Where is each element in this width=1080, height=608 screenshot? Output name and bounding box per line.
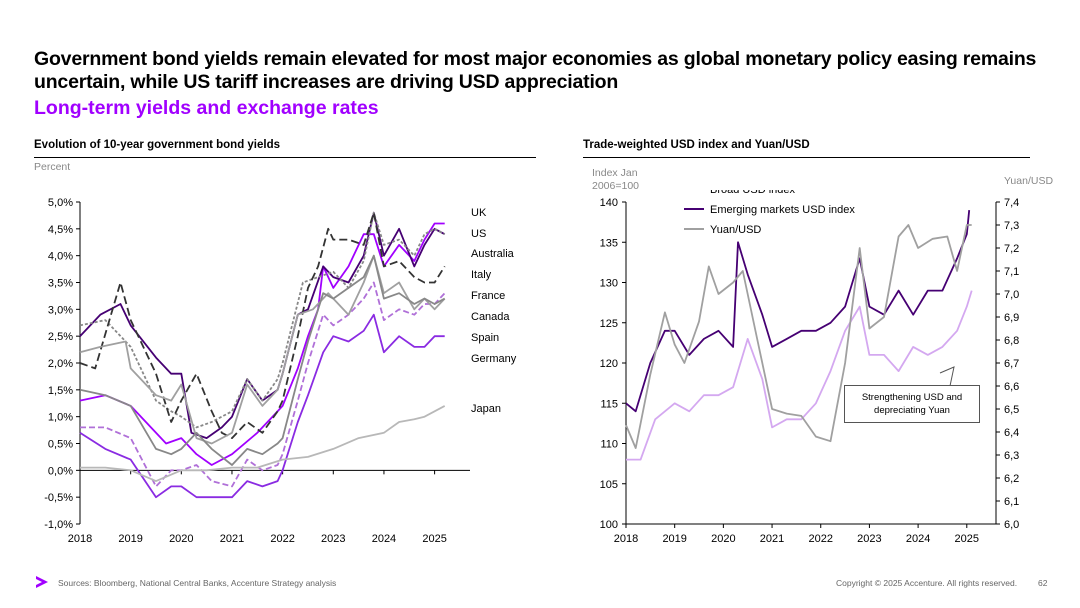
series-label-uk: UK — [471, 207, 487, 219]
legend-label: Emerging markets USD index — [710, 204, 855, 216]
right-y-tick-label: 7,3 — [1004, 220, 1019, 232]
page-subtitle: Long-term yields and exchange rates — [34, 97, 379, 119]
x-tick-label: 2025 — [955, 533, 979, 545]
series-label-australia: Australia — [471, 248, 515, 260]
right-left-y-unit: Index Jan 2006=100 — [592, 167, 640, 192]
right-y-tick-label: 6,8 — [1004, 335, 1019, 347]
right-y-tick-label: 7,0 — [1004, 289, 1019, 301]
right-y-tick-label: 6,9 — [1004, 312, 1019, 324]
series-label-us: US — [471, 228, 486, 240]
y-tick-label: 3,5% — [48, 278, 73, 290]
series-line-germany — [79, 313, 445, 499]
footer-copyright: Copyright © 2025 Accenture. All rights r… — [836, 578, 1018, 588]
left-y-unit: Percent — [34, 161, 71, 173]
bond-yields-chart: 5,0% 4,5% 4,0% 3,5% 3,0% 2,5% 2,0% 1,5% 1,0% 0,5%… — [44, 197, 517, 545]
left-y-tick-label: 105 — [600, 479, 618, 491]
x-tick-label: 2023 — [321, 533, 345, 545]
x-tick-label: 2024 — [372, 533, 396, 545]
accenture-logo-icon — [36, 576, 48, 588]
series-label-germany: Germany — [471, 353, 517, 365]
series-label-france: France — [471, 290, 505, 302]
legend-label: Yuan/USD — [710, 224, 761, 236]
right-y-tick-label: 6,1 — [1004, 496, 1019, 508]
series-label-italy: Italy — [471, 269, 492, 281]
x-tick-label: 2024 — [906, 533, 930, 545]
chart-annotation: Strengthening USD and depreciating Yuan — [844, 385, 980, 423]
annotation-leader-line — [939, 366, 955, 387]
left-y-tick-label: 120 — [600, 358, 618, 370]
y-tick-label: -1,0% — [44, 519, 73, 531]
series-line-uk — [79, 222, 445, 466]
y-tick-label: 4,5% — [48, 224, 73, 236]
x-tick-label: 2022 — [270, 533, 294, 545]
series-line-australia — [79, 211, 446, 429]
x-tick-label: 2020 — [711, 533, 735, 545]
right-y-tick-label: 6,3 — [1004, 450, 1019, 462]
y-tick-label: 1,0% — [48, 412, 73, 424]
series-label-japan: Japan — [471, 403, 501, 415]
series-line-japan — [80, 405, 446, 483]
x-tick-label: 2019 — [118, 533, 142, 545]
series-line-emerging-markets-usd-index — [625, 210, 971, 413]
y-tick-label: 3,0% — [48, 304, 73, 316]
right-chart-title: Trade-weighted USD index and Yuan/USD — [583, 139, 810, 151]
x-tick-label: 2019 — [662, 533, 686, 545]
x-tick-label: 2025 — [422, 533, 446, 545]
right-y-tick-label: 6,2 — [1004, 473, 1019, 485]
left-y-tick-label: 135 — [600, 237, 618, 249]
right-y-tick-label: 7,4 — [1004, 197, 1019, 209]
series-line-yuan-usd — [625, 224, 972, 450]
x-tick-label: 2021 — [220, 533, 244, 545]
right-y-tick-label: 7,2 — [1004, 243, 1019, 255]
footer-sources: Sources: Bloomberg, National Central Ban… — [58, 578, 337, 588]
left-chart-title: Evolution of 10-year government bond yie… — [34, 139, 281, 151]
left-y-tick-label: 125 — [600, 318, 618, 330]
y-tick-label: 0,0% — [48, 465, 73, 477]
y-tick-label: 5,0% — [48, 197, 73, 209]
y-tick-label: 4,0% — [48, 251, 73, 263]
x-tick-label: 2023 — [857, 533, 881, 545]
right-y-tick-label: 7,1 — [1004, 266, 1019, 278]
left-title-rule — [34, 157, 536, 158]
x-tick-label: 2018 — [68, 533, 92, 545]
series-label-canada: Canada — [471, 311, 510, 323]
series-line-italy — [79, 211, 446, 440]
left-y-tick-label: 130 — [600, 278, 618, 290]
y-tick-label: 2,5% — [48, 331, 73, 343]
left-y-tick-label: 110 — [600, 439, 618, 451]
footer-page-number: 62 — [1038, 578, 1048, 588]
y-tick-label: 1,5% — [48, 385, 73, 397]
right-y-tick-label: 6,4 — [1004, 427, 1019, 439]
y-tick-label: 0,5% — [48, 439, 73, 451]
x-tick-label: 2020 — [169, 533, 193, 545]
left-y-tick-label: 100 — [600, 519, 618, 531]
usd-index-chart: 140 135 130 125 120 115 110 105 100 7,4 7,3 7,2 7,1 7… — [600, 190, 1020, 545]
right-y-tick-label: 6,5 — [1004, 404, 1019, 416]
series-line-canada — [79, 254, 446, 445]
left-y-tick-label: 140 — [600, 197, 618, 209]
series-line-france — [80, 281, 446, 488]
x-tick-label: 2022 — [808, 533, 832, 545]
series-line-broad-usd-index — [626, 290, 973, 461]
page-title: Government bond yields remain elevated f… — [34, 48, 1037, 93]
right-right-y-unit: Yuan/USD — [1004, 175, 1054, 187]
right-y-tick-label: 6,0 — [1004, 519, 1019, 531]
x-tick-label: 2021 — [760, 533, 784, 545]
y-tick-label: 2,0% — [48, 358, 73, 370]
series-label-spain: Spain — [471, 332, 499, 344]
x-tick-label: 2018 — [614, 533, 638, 545]
right-title-rule — [583, 157, 1030, 158]
left-y-tick-label: 115 — [600, 398, 618, 410]
series-line-spain — [79, 254, 446, 466]
right-y-tick-label: 6,6 — [1004, 381, 1019, 393]
legend-label: Broad USD index — [710, 190, 795, 196]
right-y-tick-label: 6,7 — [1004, 358, 1019, 370]
y-tick-label: -0,5% — [44, 492, 73, 504]
